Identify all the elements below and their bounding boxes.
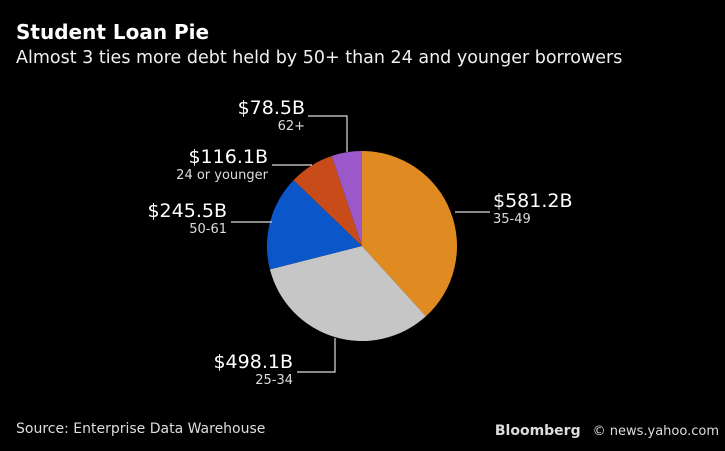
leader-line-1 [297,338,336,373]
slice-value-label: $581.2B [493,190,573,212]
source-note: Source: Enterprise Data Warehouse [16,421,266,437]
slice-value-label: $78.5B [238,97,305,119]
pie-slice-2 [267,180,362,270]
pie-slice-3 [293,155,362,246]
slice-category-label: 50-61 [189,222,227,237]
pie-slice-1 [269,246,426,341]
slice-category-label: 25-34 [255,373,293,388]
pie-slice-0 [362,151,457,317]
slice-category-label: 35-49 [493,212,531,227]
slice-value-label: $498.1B [213,351,293,373]
chart-subtitle: Almost 3 ties more debt held by 50+ than… [16,48,623,68]
pie-slice-4 [331,151,362,246]
chart-title: Student Loan Pie [16,20,210,44]
leader-line-4 [308,115,348,152]
slice-category-label: 62+ [278,119,305,134]
footer-right: Bloomberg © news.yahoo.com [495,423,719,439]
slice-value-label: $245.5B [147,200,227,222]
watermark: © news.yahoo.com [592,424,719,439]
bloomberg-logo: Bloomberg [494,423,581,439]
slice-value-label: $116.1B [188,146,268,168]
slice-category-label: 24 or younger [176,168,268,183]
